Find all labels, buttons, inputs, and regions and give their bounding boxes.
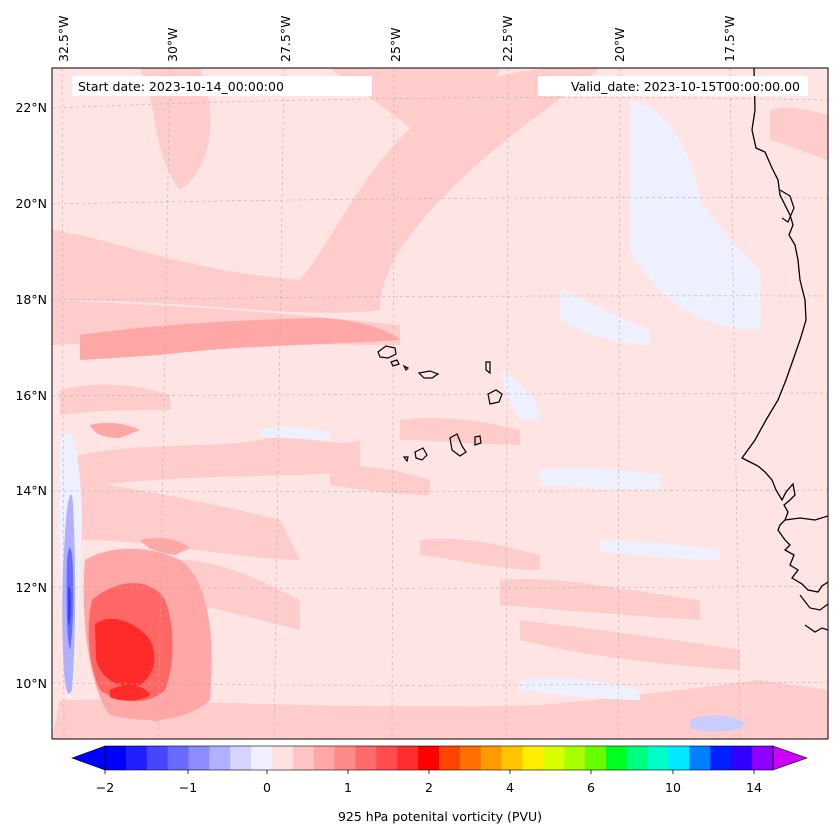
colorbar-frame bbox=[104, 745, 774, 771]
cb-tick-label: 6 bbox=[587, 780, 595, 795]
colorbar-segment bbox=[334, 746, 357, 770]
cb-tick-label: 1 bbox=[344, 780, 352, 795]
colorbar-segment bbox=[731, 746, 753, 770]
island-santa-luzia bbox=[402, 364, 410, 372]
colorbar-segment bbox=[376, 746, 398, 770]
colorbar-segment bbox=[230, 746, 252, 770]
colorbar-segment bbox=[418, 746, 440, 770]
lon-label: 27.5°W bbox=[278, 16, 293, 62]
island-boa-vista bbox=[487, 389, 503, 405]
cb-tick-label: −2 bbox=[96, 780, 114, 795]
colorbar-segment bbox=[606, 746, 628, 770]
colorbar-segment bbox=[105, 746, 127, 770]
colorbar-segment bbox=[292, 746, 315, 770]
colorbar-segment bbox=[647, 746, 670, 770]
colorbar-segment bbox=[251, 746, 273, 770]
colorbar-segment bbox=[564, 746, 586, 770]
lat-label: 20°N bbox=[15, 196, 47, 211]
pv-light-negative-regions bbox=[58, 100, 760, 732]
cb-tick-label: 0 bbox=[263, 780, 271, 795]
colorbar-segment bbox=[167, 746, 190, 770]
lat-label: 18°N bbox=[15, 292, 47, 307]
map-frame bbox=[51, 67, 829, 740]
colorbar-segment bbox=[209, 746, 231, 770]
cabo-verde-islands bbox=[377, 345, 503, 463]
island-sao-nicolau bbox=[417, 370, 440, 379]
pv-negative-strip bbox=[62, 494, 76, 694]
lat-label: 22°N bbox=[15, 100, 47, 115]
coastline-detail bbox=[779, 189, 828, 633]
lon-label: 22.5°W bbox=[500, 16, 515, 62]
colorbar-segment bbox=[585, 746, 607, 770]
africa-coastline bbox=[741, 68, 828, 593]
lat-label: 14°N bbox=[15, 483, 47, 498]
island-fogo bbox=[414, 447, 428, 461]
lon-label: 20°W bbox=[612, 27, 627, 62]
cb-tick-label: 14 bbox=[746, 780, 762, 795]
island-sao-vicente bbox=[390, 359, 400, 367]
colorbar-ticks bbox=[104, 770, 755, 774]
colorbar-segment bbox=[710, 746, 732, 770]
colorbar-segment bbox=[146, 746, 169, 770]
colorbar-segments bbox=[105, 746, 774, 770]
island-sal bbox=[485, 361, 491, 375]
lat-label: 10°N bbox=[15, 676, 47, 691]
lon-label: 30°W bbox=[165, 27, 180, 62]
colorbar-segment bbox=[480, 746, 503, 770]
pv-very-strong-positive-regions bbox=[95, 618, 155, 701]
cb-tick-label: 10 bbox=[665, 780, 681, 795]
colorbar-segment bbox=[397, 746, 419, 770]
map-panel bbox=[52, 68, 828, 739]
colorbar-segment bbox=[459, 746, 482, 770]
valid-date-box bbox=[538, 76, 808, 96]
island-maio bbox=[474, 435, 482, 446]
cb-tick-label: −1 bbox=[179, 780, 197, 795]
colorbar-segment bbox=[439, 746, 461, 770]
island-santo-antao bbox=[377, 345, 397, 359]
map-gridlines bbox=[52, 68, 828, 739]
colorbar-segment bbox=[543, 746, 565, 770]
colorbar-segment bbox=[501, 746, 524, 770]
colorbar-segment bbox=[689, 746, 711, 770]
lat-label: 16°N bbox=[15, 388, 47, 403]
lon-label: 32.5°W bbox=[56, 16, 71, 62]
colorbar-segment bbox=[522, 746, 544, 770]
colorbar-segment bbox=[125, 746, 148, 770]
colorbar: −2 −1 0 1 2 4 6 10 14 925 hPa potenital … bbox=[71, 745, 808, 824]
colorbar-extend-max bbox=[772, 745, 808, 771]
colorbar-segment bbox=[668, 746, 691, 770]
lon-label: 17.5°W bbox=[722, 16, 737, 62]
colorbar-segment bbox=[626, 746, 649, 770]
cb-tick-label: 4 bbox=[506, 780, 514, 795]
colorbar-segment bbox=[313, 746, 336, 770]
latitude-labels: 22°N 20°N 18°N 16°N 14°N 12°N 10°N bbox=[15, 100, 47, 691]
island-brava bbox=[402, 456, 409, 463]
longitude-labels: 32.5°W 30°W 27.5°W 25°W 22.5°W 20°W 17.5… bbox=[56, 16, 737, 62]
lon-label: 25°W bbox=[388, 27, 403, 62]
colorbar-title: 925 hPa potenital vorticity (PVU) bbox=[338, 809, 542, 824]
colorbar-segment bbox=[188, 746, 210, 770]
colorbar-tick-labels: −2 −1 0 1 2 4 6 10 14 bbox=[96, 780, 762, 795]
cb-tick-label: 2 bbox=[425, 780, 433, 795]
island-santiago bbox=[449, 433, 467, 457]
start-date-box bbox=[72, 76, 372, 96]
colorbar-segment bbox=[752, 746, 774, 770]
colorbar-extend-min bbox=[71, 745, 106, 771]
colorbar-segment bbox=[272, 746, 294, 770]
start-date-label: Start date: 2023-10-14_00:00:00 bbox=[78, 79, 284, 94]
colorbar-segment bbox=[355, 746, 377, 770]
lat-label: 12°N bbox=[15, 580, 47, 595]
valid-date-label: Valid_date: 2023-10-15T00:00:00.00 bbox=[571, 79, 800, 94]
